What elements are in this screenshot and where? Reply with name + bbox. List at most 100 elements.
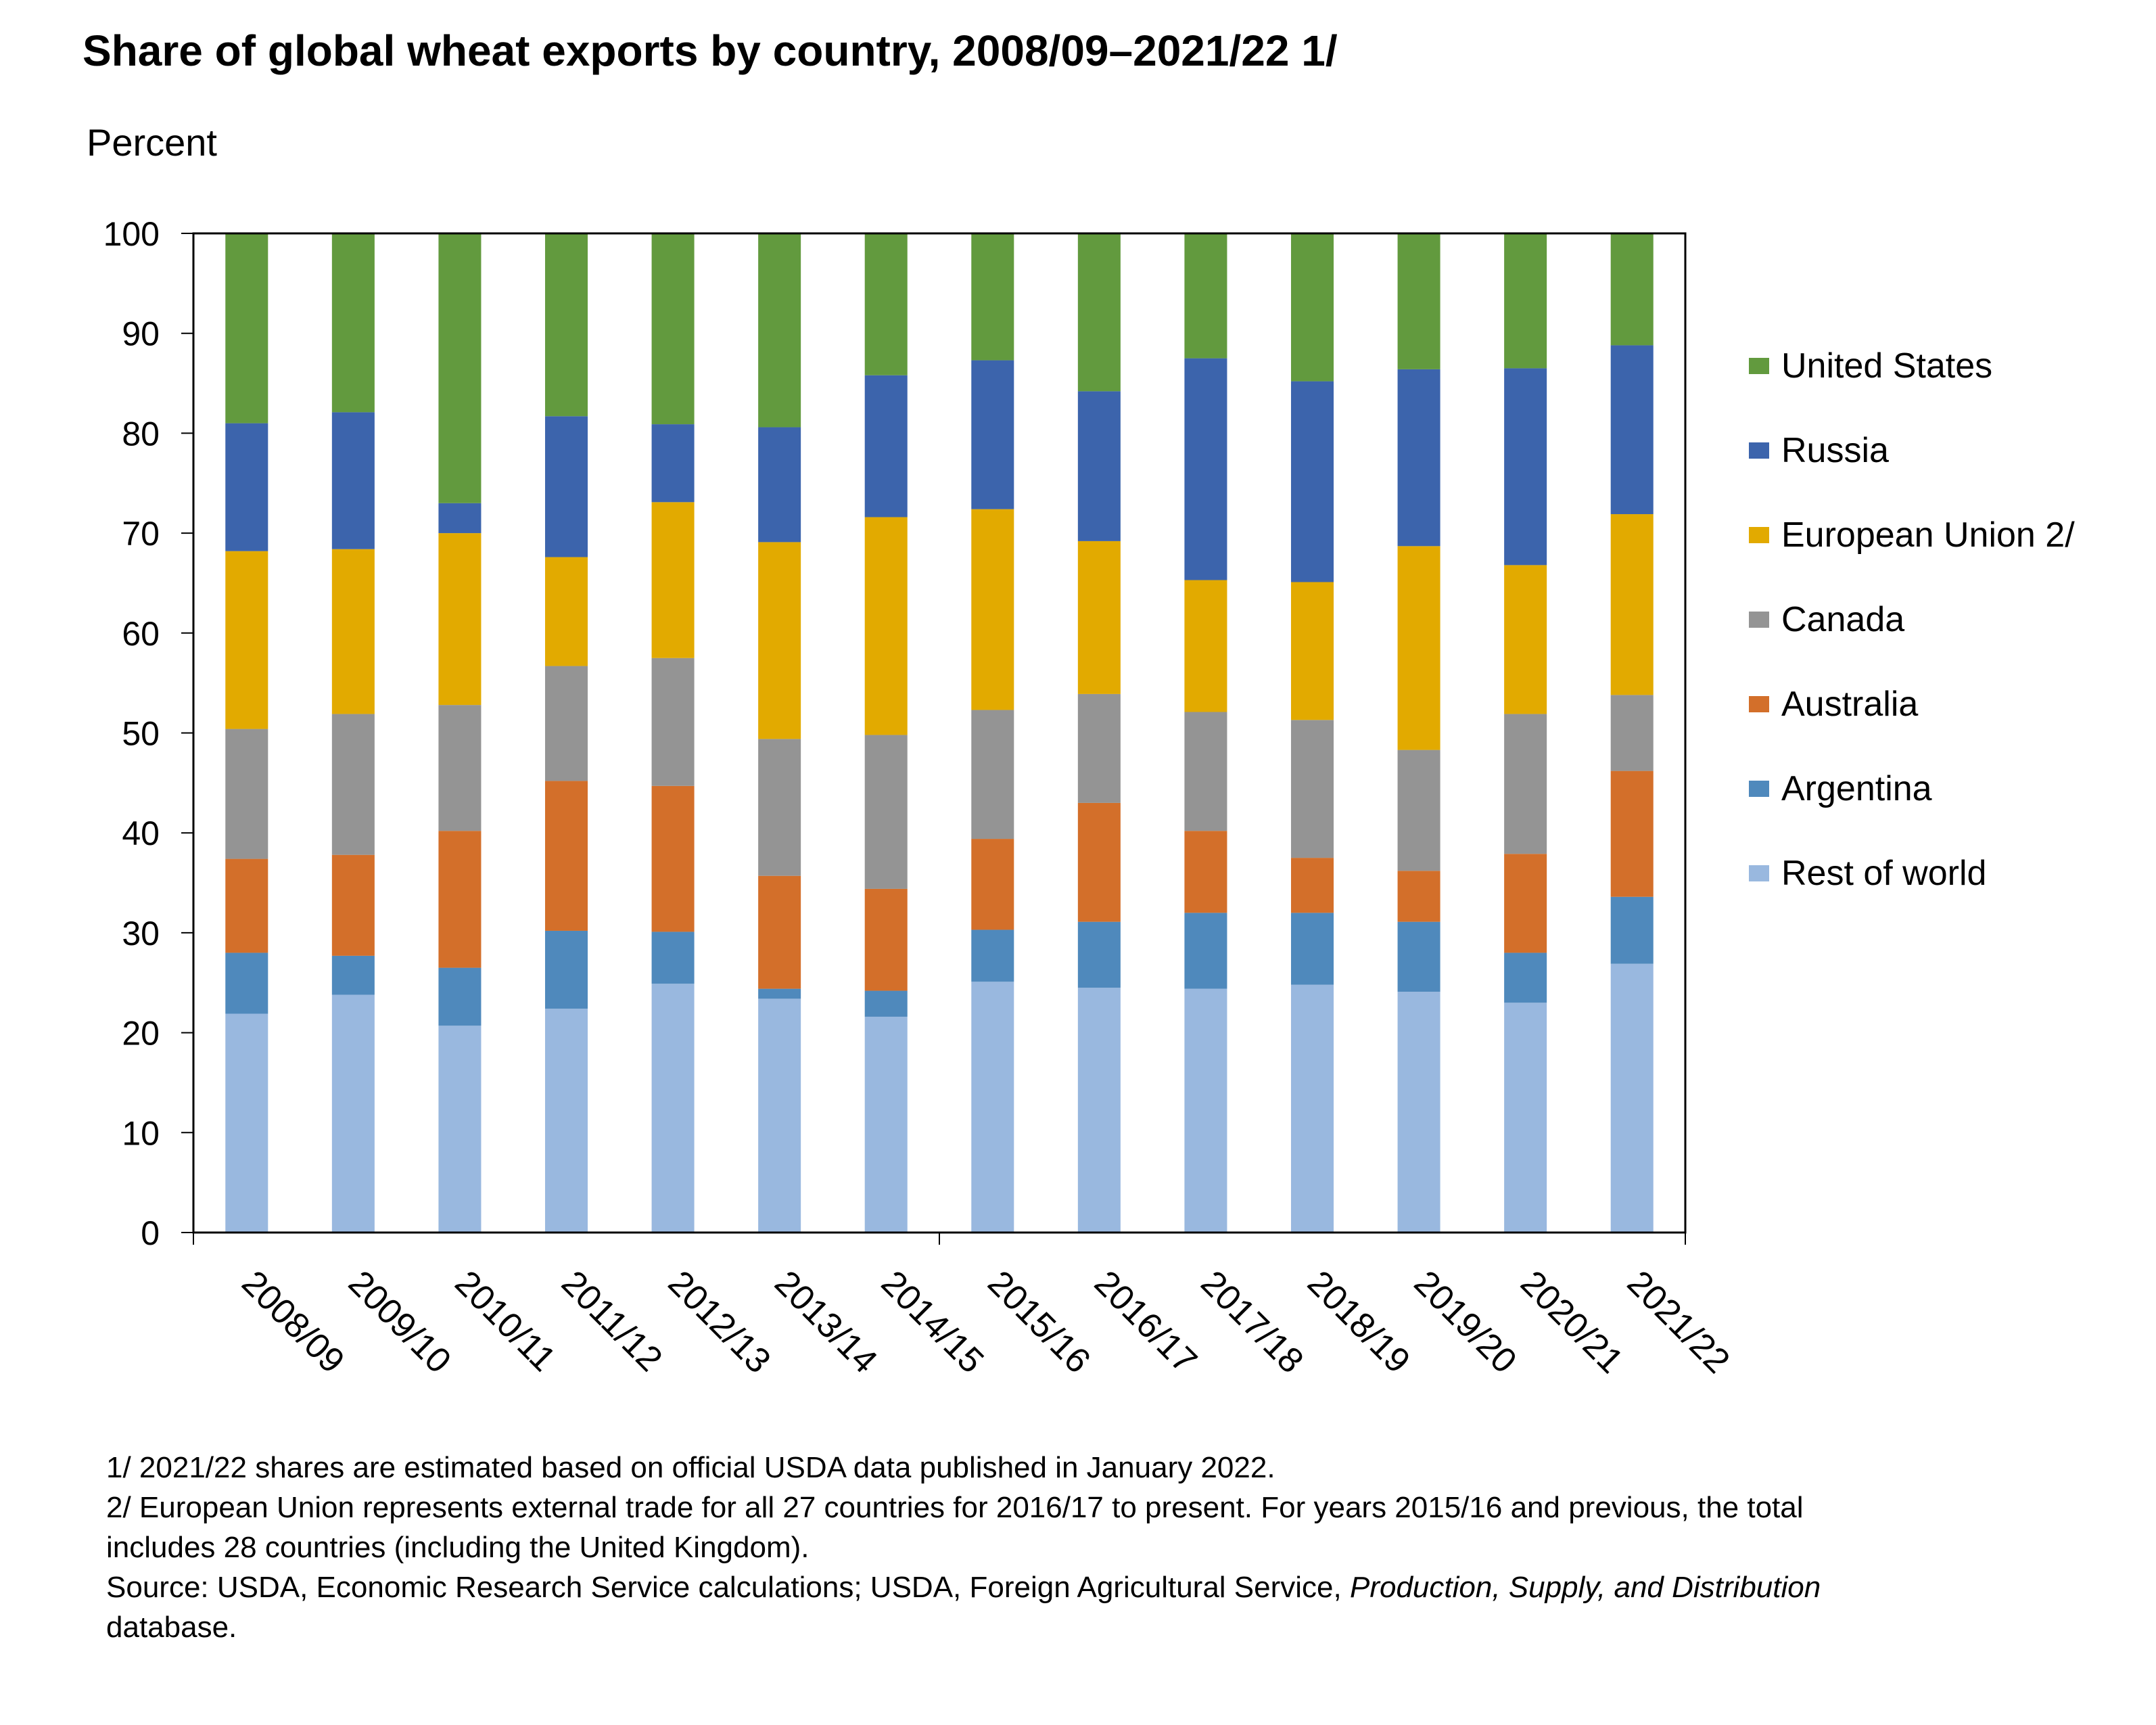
bar-segment-united-states-2021-22	[1610, 233, 1654, 346]
y-tick-label: 80	[122, 415, 160, 453]
bar-segment-european-union-2-2020-21	[1504, 565, 1547, 714]
bar-segment-australia-2017-18	[1184, 831, 1227, 913]
y-tick-label: 40	[122, 814, 160, 852]
bar-segment-australia-2012-13	[651, 785, 695, 932]
legend-swatch	[1749, 611, 1769, 628]
bar-segment-australia-2013-14	[758, 875, 801, 989]
y-tick-label: 30	[122, 915, 160, 952]
bar-segment-australia-2020-21	[1504, 854, 1547, 953]
bar-segment-canada-2014-15	[864, 735, 908, 889]
bar-segment-european-union-2-2012-13	[651, 502, 695, 658]
legend-item: Russia	[1749, 408, 2075, 492]
bar-segment-australia-2010-11	[438, 831, 482, 968]
bar-segment-rest-of-world-2015-16	[971, 982, 1014, 1233]
bar-segment-argentina-2019-20	[1397, 921, 1440, 992]
legend-item: Rest of world	[1749, 831, 2075, 915]
bar-segment-european-union-2-2008-09	[225, 551, 268, 729]
bar-segment-european-union-2-2021-22	[1610, 514, 1654, 695]
x-tick-label: 2015/16	[980, 1263, 1098, 1381]
bar-segment-argentina-2010-11	[438, 967, 482, 1026]
bar-segment-european-union-2-2013-14	[758, 542, 801, 739]
bar-segment-russia-2018-19	[1290, 381, 1334, 582]
bar-segment-rest-of-world-2011-12	[544, 1009, 588, 1233]
bar-segment-argentina-2009-10	[331, 955, 375, 995]
bar-segment-united-states-2013-14	[758, 233, 801, 428]
bar-segment-russia-2008-09	[225, 423, 268, 551]
bar-segment-russia-2021-22	[1610, 345, 1654, 515]
bar-segment-russia-2017-18	[1184, 358, 1227, 580]
bar-segment-rest-of-world-2018-19	[1290, 984, 1334, 1233]
bar-segment-canada-2019-20	[1397, 750, 1440, 871]
y-tick-label: 100	[103, 215, 160, 253]
legend-item: United States	[1749, 323, 2075, 408]
source-italic: Production, Supply, and Distribution	[1349, 1571, 1821, 1604]
bar-segment-russia-2009-10	[331, 412, 375, 549]
bar-segment-european-union-2-2011-12	[544, 557, 588, 666]
y-ticks-group: 0 10 20 30 40 50 60 70 80 90 100	[103, 215, 193, 1252]
legend-swatch	[1749, 695, 1769, 712]
bar-segment-russia-2015-16	[971, 360, 1014, 509]
bar-segment-australia-2018-19	[1290, 858, 1334, 913]
footnote-1: 1/ 2021/22 shares are estimated based on…	[106, 1451, 1275, 1484]
bar-segment-argentina-2016-17	[1077, 921, 1121, 988]
legend-label: Canada	[1781, 599, 1905, 639]
bar-segment-united-states-2012-13	[651, 233, 695, 425]
bar-segment-australia-2019-20	[1397, 871, 1440, 922]
bar-segment-united-states-2010-11	[438, 233, 482, 503]
x-labels-group: 2008/092009/102010/112011/122012/132013/…	[234, 1263, 1737, 1381]
bar-segment-rest-of-world-2013-14	[758, 998, 801, 1233]
legend-label: European Union 2/	[1781, 515, 2075, 555]
bar-segment-argentina-2013-14	[758, 988, 801, 999]
bar-segment-rest-of-world-2019-20	[1397, 992, 1440, 1233]
bar-segment-canada-2011-12	[544, 666, 588, 781]
plot-frame	[192, 232, 1687, 1234]
bar-segment-united-states-2011-12	[544, 233, 588, 417]
bar-segment-european-union-2-2017-18	[1184, 580, 1227, 712]
bar-segment-united-states-2018-19	[1290, 233, 1334, 382]
x-tick-label: 2013/14	[767, 1263, 885, 1381]
footnotes: 1/ 2021/22 shares are estimated based on…	[106, 1448, 2122, 1647]
bar-segment-united-states-2020-21	[1504, 233, 1547, 369]
bar-segment-canada-2021-22	[1610, 695, 1654, 771]
y-tick-label: 0	[141, 1214, 160, 1252]
bar-segment-canada-2015-16	[971, 710, 1014, 840]
x-tick-label: 2014/15	[874, 1263, 991, 1381]
legend-swatch	[1749, 865, 1769, 881]
bar-segment-australia-2011-12	[544, 781, 588, 931]
x-tick-label: 2021/22	[1620, 1263, 1737, 1381]
bar-segment-russia-2016-17	[1077, 391, 1121, 541]
bars-group	[225, 233, 1654, 1233]
footnote-2-line-2: includes 28 countries (including the Uni…	[106, 1531, 810, 1564]
x-tick-label: 2012/13	[661, 1263, 778, 1381]
legend-swatch	[1749, 357, 1769, 374]
bar-segment-argentina-2017-18	[1184, 913, 1227, 989]
bar-segment-canada-2020-21	[1504, 714, 1547, 854]
y-tick-label: 70	[122, 515, 160, 553]
bar-segment-canada-2018-19	[1290, 720, 1334, 858]
bar-segment-argentina-2011-12	[544, 930, 588, 1009]
x-tick-label: 2017/18	[1193, 1263, 1311, 1381]
bar-segment-rest-of-world-2012-13	[651, 984, 695, 1233]
legend-swatch	[1749, 780, 1769, 797]
x-tick-label: 2009/10	[341, 1263, 459, 1381]
legend: United States Russia European Union 2/Cana…	[1749, 323, 2075, 915]
footnote-2-line-1: 2/ European Union represents external tr…	[106, 1491, 1804, 1524]
bar-segment-united-states-2017-18	[1184, 233, 1227, 359]
bar-segment-rest-of-world-2009-10	[331, 994, 375, 1233]
bar-segment-united-states-2016-17	[1077, 233, 1121, 392]
bar-segment-european-union-2-2016-17	[1077, 540, 1121, 694]
x-tick-label: 2018/19	[1300, 1263, 1417, 1381]
bar-segment-rest-of-world-2017-18	[1184, 988, 1227, 1233]
bar-segment-argentina-2012-13	[651, 932, 695, 984]
bar-segment-european-union-2-2009-10	[331, 549, 375, 714]
x-tick-label: 2010/11	[447, 1263, 563, 1379]
bar-segment-united-states-2009-10	[331, 233, 375, 413]
bar-segment-australia-2016-17	[1077, 802, 1121, 922]
bar-segment-united-states-2019-20	[1397, 233, 1440, 369]
bar-segment-argentina-2015-16	[971, 929, 1014, 982]
bar-segment-australia-2008-09	[225, 858, 268, 953]
bar-segment-european-union-2-2014-15	[864, 517, 908, 735]
legend-label: Argentina	[1781, 768, 1932, 808]
bar-segment-australia-2014-15	[864, 888, 908, 991]
